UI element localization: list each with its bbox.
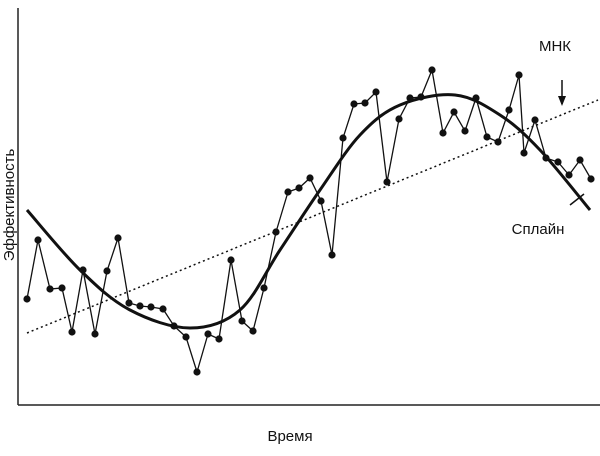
data-point — [350, 100, 358, 108]
data-point — [317, 197, 325, 205]
data-point — [306, 174, 314, 182]
data-point — [565, 171, 573, 179]
annotation: МНК — [539, 38, 571, 55]
data-point — [554, 158, 562, 166]
annotation: Сплайн — [512, 221, 565, 238]
data-point — [193, 368, 201, 376]
data-point — [587, 175, 595, 183]
spline — [25, 93, 592, 330]
data-point — [284, 188, 292, 196]
data-point — [295, 184, 303, 192]
data-point — [439, 129, 447, 137]
data-point — [114, 234, 122, 242]
data-point — [204, 330, 212, 338]
data-point — [147, 303, 155, 311]
data-point — [58, 284, 66, 292]
data-point — [23, 295, 31, 303]
data-point — [383, 178, 391, 186]
arrow — [569, 193, 585, 206]
data-point — [428, 66, 436, 74]
data-point — [238, 317, 246, 325]
data-point — [159, 305, 167, 313]
data-point — [483, 133, 491, 141]
arrow-head — [558, 96, 566, 106]
data-line — [26, 67, 592, 375]
data-point — [450, 108, 458, 116]
data-point — [576, 156, 584, 164]
data-point — [136, 302, 144, 310]
x-axis-label: Время — [267, 428, 312, 445]
data-point — [227, 256, 235, 264]
data-point — [339, 134, 347, 142]
data-point — [461, 127, 469, 135]
data-point — [215, 335, 223, 343]
data-point — [34, 236, 42, 244]
data-point — [103, 267, 111, 275]
data-point — [91, 330, 99, 338]
data-point — [515, 71, 523, 79]
data-point — [395, 115, 403, 123]
data-point — [328, 251, 336, 259]
data-point — [505, 106, 513, 114]
data-point — [68, 328, 76, 336]
data-point — [520, 149, 528, 157]
y-axis-label: Эффективность — [1, 149, 18, 262]
data-point — [531, 116, 539, 124]
data-point — [361, 99, 369, 107]
data-point — [46, 285, 54, 293]
data-point — [125, 299, 133, 307]
data-point — [260, 284, 268, 292]
data-point — [372, 88, 380, 96]
data-point — [182, 333, 190, 341]
data-point — [249, 327, 257, 335]
